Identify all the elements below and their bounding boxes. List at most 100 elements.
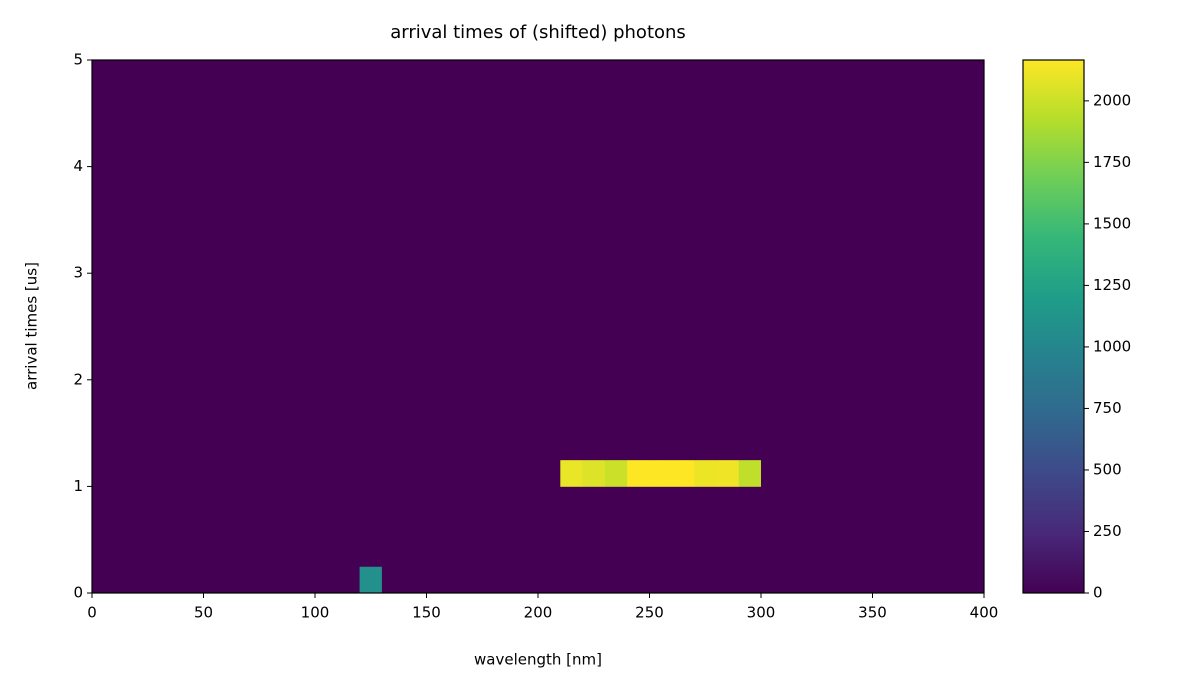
heatmap-cell — [515, 459, 539, 487]
heatmap-cell — [359, 326, 383, 354]
heatmap-cell — [158, 486, 182, 514]
heatmap-cell — [292, 60, 316, 88]
heatmap-cell — [805, 139, 829, 167]
heatmap-cell — [158, 166, 182, 194]
heatmap-cell — [738, 353, 762, 381]
heatmap-cell — [493, 219, 517, 247]
heatmap-cell — [404, 566, 427, 594]
heatmap-cell — [381, 273, 405, 301]
heatmap-cell — [493, 193, 517, 221]
heatmap-cell — [649, 166, 673, 194]
heatmap-cell — [827, 219, 851, 247]
heatmap-cell — [270, 353, 294, 381]
heatmap-cell — [426, 299, 450, 327]
heatmap-cell — [448, 459, 472, 487]
heatmap-cell — [894, 246, 918, 274]
heatmap-cell — [337, 246, 360, 274]
heatmap-cell — [359, 166, 383, 194]
heatmap-cell — [381, 60, 405, 88]
heatmap-cell — [716, 513, 740, 541]
heatmap-cell — [850, 406, 873, 434]
heatmap-cell — [92, 566, 115, 594]
heatmap-cell — [136, 353, 160, 381]
heatmap-cell — [404, 60, 427, 88]
heatmap-cell — [627, 219, 650, 247]
heatmap-cell — [337, 513, 360, 541]
heatmap-cell — [850, 299, 873, 327]
heatmap-cell — [627, 326, 650, 354]
heatmap-cell — [426, 86, 450, 114]
heatmap-cell — [270, 273, 294, 301]
heatmap-cell — [315, 113, 338, 141]
y-tick-label: 5 — [73, 51, 83, 69]
heatmap-cell — [493, 433, 517, 461]
heatmap-cell — [292, 273, 316, 301]
heatmap-cell — [827, 299, 851, 327]
heatmap-cell — [538, 299, 561, 327]
heatmap-cell — [627, 273, 650, 301]
heatmap-cell — [203, 406, 227, 434]
heatmap-cell — [426, 513, 450, 541]
heatmap-cell — [292, 139, 316, 167]
heatmap-cell — [270, 86, 294, 114]
heatmap-cell — [337, 299, 360, 327]
heatmap-cell — [114, 353, 137, 381]
heatmap-cell — [850, 113, 873, 141]
heatmap-cell — [471, 219, 494, 247]
heatmap-cell — [538, 246, 561, 274]
heatmap-cell — [604, 219, 628, 247]
heatmap-cell — [716, 566, 740, 594]
heatmap-cell — [114, 299, 137, 327]
heatmap-cell — [827, 86, 851, 114]
heatmap-cell — [248, 86, 271, 114]
heatmap-cell — [515, 566, 539, 594]
y-tick-label: 4 — [73, 157, 83, 175]
heatmap-cell — [872, 326, 896, 354]
heatmap-cell — [114, 193, 137, 221]
heatmap-cell — [538, 566, 561, 594]
heatmap-cell — [827, 273, 851, 301]
heatmap-cell — [604, 113, 628, 141]
heatmap-cell — [917, 113, 940, 141]
heatmap-cell — [671, 513, 695, 541]
heatmap-cell — [894, 193, 918, 221]
heatmap-cell — [604, 60, 628, 88]
heatmap-cell — [381, 379, 405, 407]
heatmap-cell — [761, 486, 784, 514]
heatmap-cell — [783, 433, 806, 461]
heatmap-cell — [694, 433, 717, 461]
heatmap-cell — [738, 513, 762, 541]
heatmap-cell — [337, 193, 360, 221]
heatmap-cell — [158, 299, 182, 327]
heatmap-cell — [158, 433, 182, 461]
heatmap-cell — [671, 433, 695, 461]
heatmap-cell — [716, 539, 740, 567]
heatmap-cell — [114, 86, 137, 114]
heatmap-cell — [894, 166, 918, 194]
heatmap-cell — [426, 193, 450, 221]
heatmap-cell — [716, 219, 740, 247]
heatmap-cell — [136, 513, 160, 541]
heatmap-cell — [315, 459, 338, 487]
heatmap-cell — [203, 273, 227, 301]
heatmap-cell — [136, 459, 160, 487]
heatmap-cell — [604, 326, 628, 354]
heatmap-cell — [538, 219, 561, 247]
heatmap-cell — [158, 86, 182, 114]
heatmap-cell — [515, 539, 539, 567]
heatmap-cell — [114, 539, 137, 567]
heatmap-cell — [136, 433, 160, 461]
heatmap-cell — [203, 139, 227, 167]
heatmap-cell — [114, 326, 137, 354]
heatmap-cell — [270, 459, 294, 487]
heatmap-cell — [939, 486, 963, 514]
heatmap-cell — [872, 433, 896, 461]
heatmap-cell — [114, 433, 137, 461]
heatmap-cell — [248, 459, 271, 487]
heatmap-cell — [694, 353, 717, 381]
heatmap-cell — [158, 219, 182, 247]
heatmap-cell — [894, 459, 918, 487]
heatmap-cell — [649, 273, 673, 301]
heatmap-cell — [761, 86, 784, 114]
heatmap-cell — [292, 193, 316, 221]
